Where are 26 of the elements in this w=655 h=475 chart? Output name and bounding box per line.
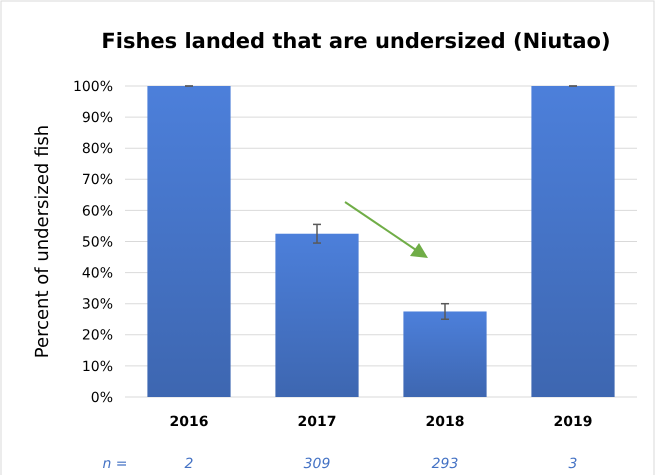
y-tick-label: 80% bbox=[82, 141, 113, 158]
text: n = bbox=[102, 456, 128, 472]
chart-title: Fishes landed that are undersized (Niutao) bbox=[101, 29, 611, 53]
y-axis-title: Percent of undersized fish bbox=[32, 124, 53, 358]
text: 293 bbox=[432, 456, 458, 472]
y-tick-label: 60% bbox=[82, 203, 113, 220]
bar bbox=[403, 311, 487, 397]
x-tick-label: 2018 bbox=[426, 414, 464, 430]
x-tick-label: 2019 bbox=[554, 414, 592, 430]
x-tick-label: 2016 bbox=[170, 414, 208, 430]
y-tick-label: 90% bbox=[82, 110, 113, 126]
text: 3 bbox=[568, 456, 578, 472]
y-tick-label: 30% bbox=[82, 296, 113, 313]
y-tick-label: 20% bbox=[82, 328, 113, 344]
bar bbox=[531, 86, 615, 397]
text: 2 bbox=[184, 456, 194, 472]
text: 309 bbox=[304, 456, 330, 472]
y-tick-label: 100% bbox=[72, 78, 113, 95]
y-tick-label: 0% bbox=[90, 390, 113, 406]
x-tick-label: 2017 bbox=[298, 414, 336, 430]
y-tick-label: 70% bbox=[82, 172, 113, 188]
y-tick-label: 50% bbox=[82, 234, 113, 250]
bar bbox=[275, 234, 359, 397]
y-tick-label: 40% bbox=[82, 266, 113, 282]
bar bbox=[147, 86, 231, 397]
y-tick-label: 10% bbox=[82, 358, 113, 375]
